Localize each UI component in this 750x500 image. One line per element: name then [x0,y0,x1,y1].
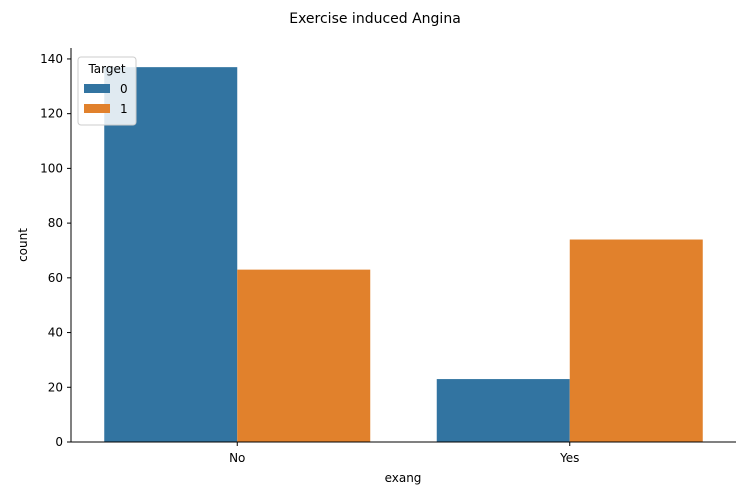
y-tick-label: 140 [40,52,63,66]
bars-group [104,67,703,443]
bar-no-target-1 [237,269,371,442]
y-tick-label: 20 [48,380,63,394]
legend-swatch-0 [84,84,110,93]
y-tick-label: 60 [48,271,63,285]
y-tick-label: 80 [48,216,63,230]
bar-yes-target-1 [569,239,703,442]
legend-swatch-1 [84,104,110,113]
y-axis-ticks: 0 20 40 60 80 100 120 140 [40,52,71,449]
bar-no-target-0 [104,67,238,443]
chart-title: Exercise induced Angina [289,11,461,27]
x-tick-label: Yes [559,451,579,465]
y-tick-label: 100 [40,161,63,175]
y-tick-label: 0 [55,435,63,449]
x-axis-label: exang [385,471,422,485]
x-tick-label: No [229,451,245,465]
legend-title: Target [87,62,125,76]
legend-label-0: 0 [120,82,128,96]
legend-label-1: 1 [120,102,128,116]
legend-items: 01 [84,82,128,116]
y-tick-label: 40 [48,326,63,340]
bar-yes-target-0 [436,379,570,442]
y-axis-label: count [16,228,30,262]
x-axis-ticks: No Yes [229,442,579,465]
legend: Target 01 [77,56,137,126]
y-tick-label: 120 [40,107,63,121]
